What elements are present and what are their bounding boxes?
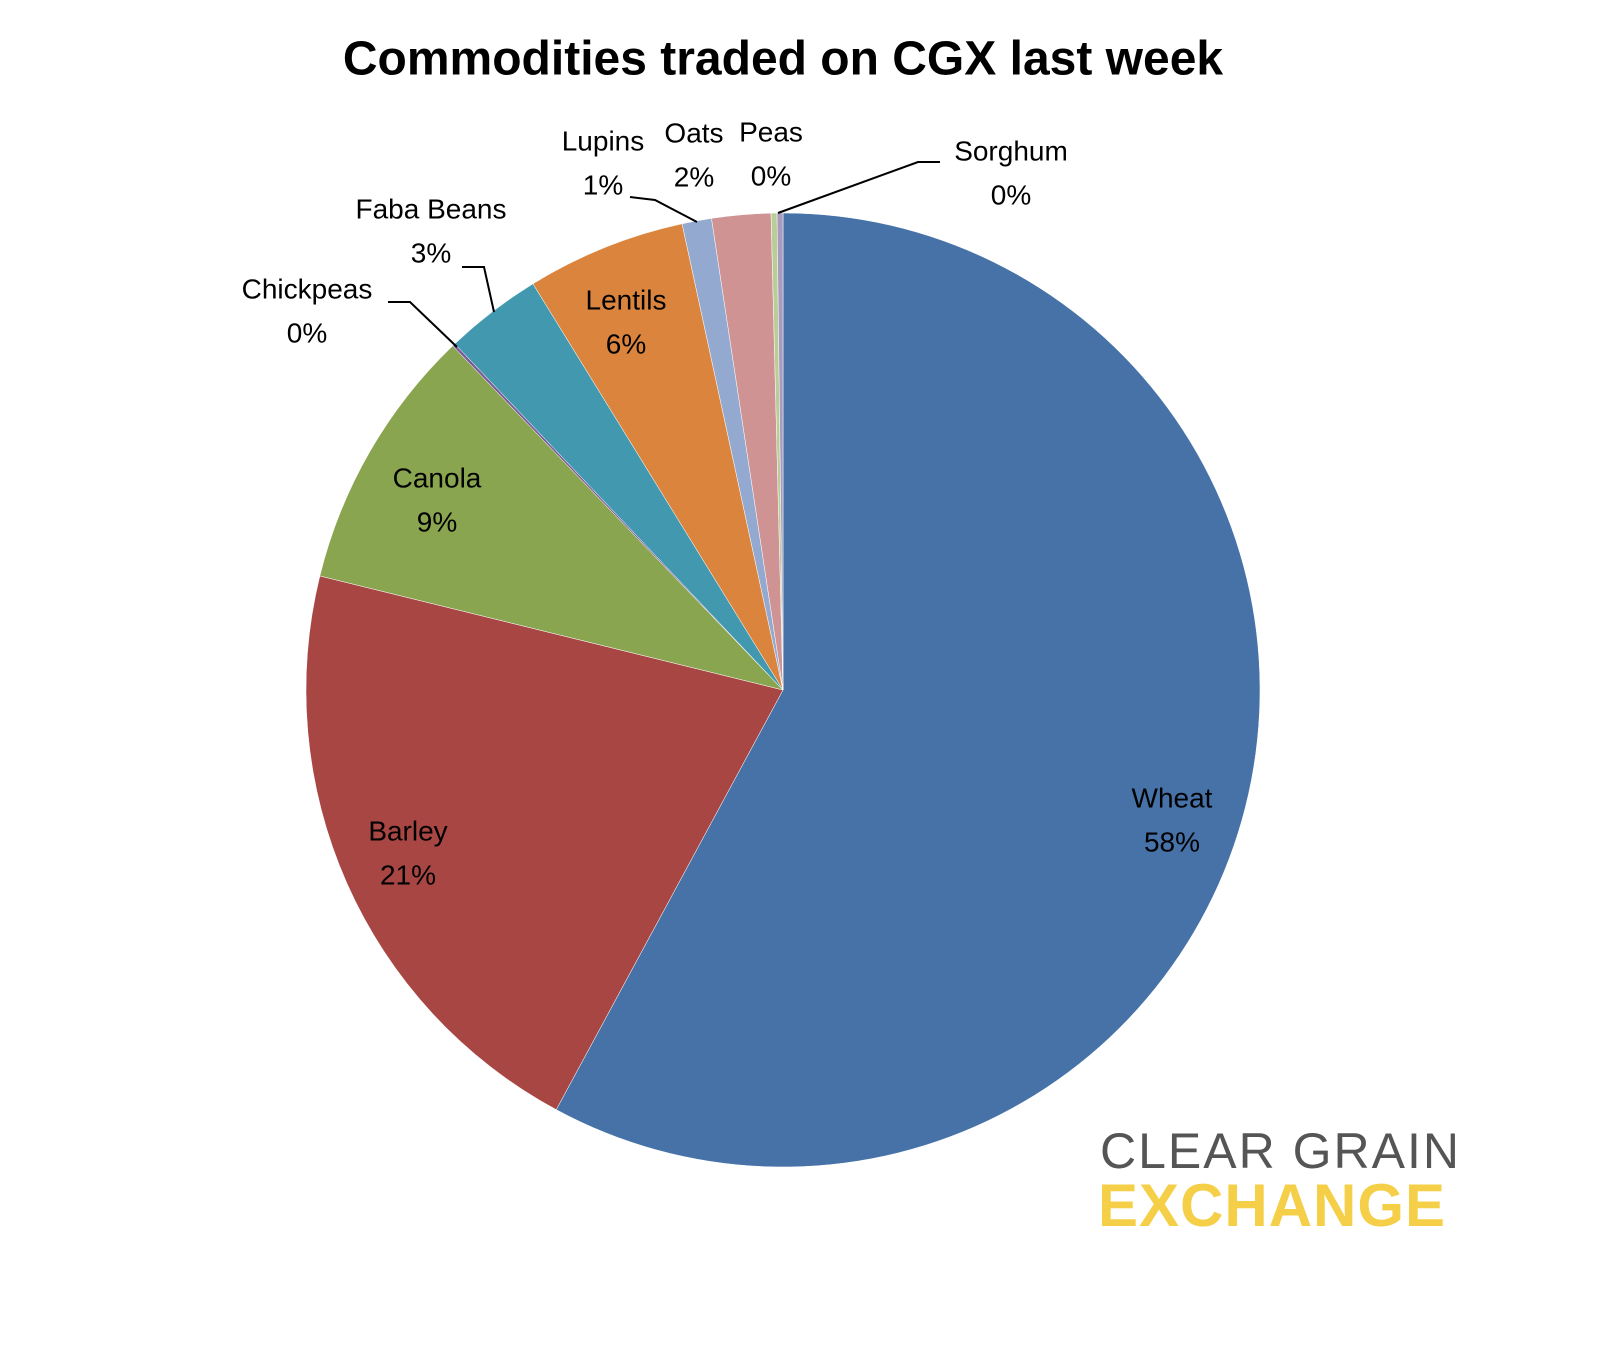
logo-line2: EXCHANGE [1098, 1172, 1446, 1239]
slice-value-label: 9% [417, 506, 457, 537]
pie-slice [555, 212, 1261, 1168]
slice-value-label: 58% [1144, 826, 1200, 857]
leader-line [462, 266, 495, 313]
slice-value-label: 2% [674, 161, 714, 192]
slice-value-label: 21% [380, 859, 436, 890]
slice-value-label: 6% [606, 328, 646, 359]
slice-label: Barley [368, 815, 447, 846]
pie-slice [532, 223, 784, 691]
slice-label: Sorghum [954, 135, 1068, 166]
slice-label: Canola [393, 462, 482, 493]
slice-value-label: 0% [287, 317, 327, 348]
slice-label: Lupins [562, 125, 645, 156]
slice-label: Peas [739, 116, 803, 147]
slice-label: Lentils [586, 284, 667, 315]
pie-slice [319, 345, 784, 691]
pie [305, 212, 1261, 1168]
slice-label: Chickpeas [242, 273, 373, 304]
pie-slice [305, 575, 784, 1110]
slice-value-label: 3% [411, 237, 451, 268]
slice-label: Oats [664, 117, 723, 148]
chart-title: Commodities traded on CGX last week [343, 33, 1224, 86]
leader-line [777, 161, 940, 214]
labels: Wheat 58% Barley 21% Canola 9% Chickpeas 0% Faba… [242, 116, 1213, 890]
leader-line [629, 196, 698, 223]
slice-label: Wheat [1132, 782, 1213, 813]
slice-value-label: 1% [583, 169, 623, 200]
logo-line1: CLEAR GRAIN [1100, 1123, 1461, 1179]
leader-line [388, 301, 458, 348]
slice-value-label: 0% [751, 160, 791, 191]
slice-value-label: 0% [991, 179, 1031, 210]
slice-label: Faba Beans [356, 193, 507, 224]
